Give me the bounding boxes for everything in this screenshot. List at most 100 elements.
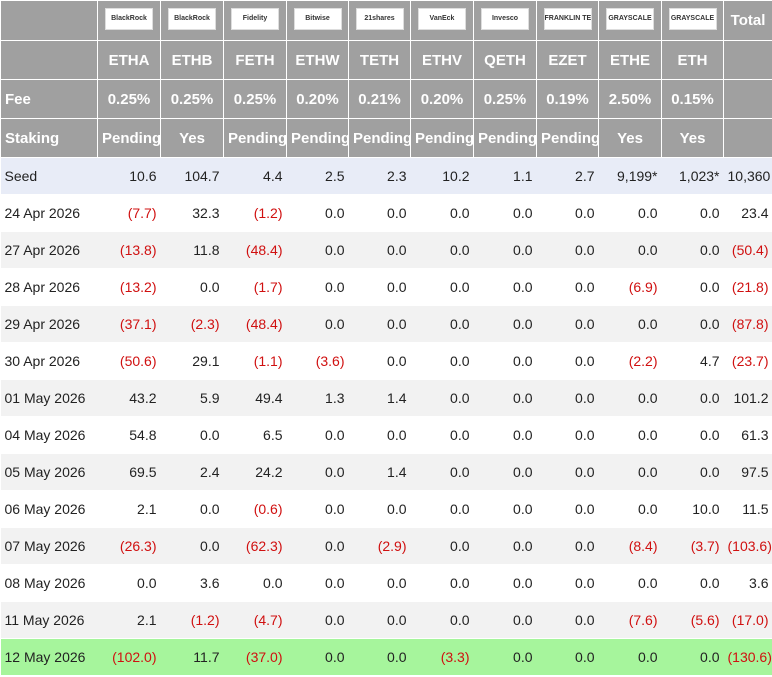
staking-cell: Pending <box>223 118 287 158</box>
row-label: Fee <box>0 79 98 119</box>
row-label: 29 Apr 2026 <box>0 305 98 343</box>
fee-cell: 0.19% <box>536 79 599 119</box>
flow-cell: 0.0 <box>661 416 724 454</box>
staking-cell: Yes <box>598 118 662 158</box>
flow-cell: 0.0 <box>286 194 349 232</box>
flow-cell: 1.4 <box>348 379 411 417</box>
flow-cell: (3.3) <box>410 638 474 676</box>
flow-cell: 0.0 <box>348 268 411 306</box>
flow-cell: (5.6) <box>661 601 724 639</box>
total-cell: (21.8) <box>723 268 772 306</box>
issuer-logo: BlackRock <box>105 7 153 30</box>
flow-cell: 0.0 <box>598 379 662 417</box>
flow-cell: (102.0) <box>97 638 161 676</box>
flow-cell: 0.0 <box>160 527 224 565</box>
flow-cell: (8.4) <box>598 527 662 565</box>
flow-cell: 0.0 <box>473 453 537 491</box>
flow-cell: 49.4 <box>223 379 287 417</box>
flow-cell: (26.3) <box>97 527 161 565</box>
issuer-logo: 21shares <box>355 7 404 30</box>
staking-cell: Pending <box>410 118 474 158</box>
flow-cell: 0.0 <box>536 194 599 232</box>
flow-cell: (37.1) <box>97 305 161 343</box>
staking-cell: Pending <box>473 118 537 158</box>
issuer-logo: GRAYSCALE <box>606 7 654 30</box>
issuer-logo: Fidelity <box>231 7 279 30</box>
flow-cell: 43.2 <box>97 379 161 417</box>
flow-cell: 2.5 <box>286 157 349 195</box>
flow-cell: (1.2) <box>223 194 287 232</box>
flow-cell: (50.6) <box>97 342 161 380</box>
fee-cell: 0.20% <box>286 79 349 119</box>
total-cell: 97.5 <box>723 453 772 491</box>
flow-cell: 0.0 <box>348 490 411 528</box>
ticker-cell: ETHW <box>286 40 349 80</box>
fee-cell: 0.25% <box>160 79 224 119</box>
flow-cell: (13.8) <box>97 231 161 269</box>
data-row: 01 May 2026 43.2 5.9 49.4 1.3 1.4 0.0 0.0 0.0 0.0… <box>0 379 772 417</box>
staking-cell: Pending <box>286 118 349 158</box>
total-cell: (17.0) <box>723 601 772 639</box>
logo-cell: GRAYSCALE <box>598 0 662 41</box>
flow-cell: 0.0 <box>598 490 662 528</box>
logo-cell: 21shares <box>348 0 411 41</box>
staking-cell: Pending <box>97 118 161 158</box>
flow-cell: 10.6 <box>97 157 161 195</box>
flow-cell: 0.0 <box>286 231 349 269</box>
ticker-row: ETHA ETHB FETH ETHW TETH ETHV QETH EZET ETHE ETH <box>0 40 772 80</box>
flow-cell: 0.0 <box>286 305 349 343</box>
row-label: Staking <box>0 118 98 158</box>
flow-cell: (6.9) <box>598 268 662 306</box>
logo-cell: VanEck <box>410 0 474 41</box>
flow-cell: (1.2) <box>160 601 224 639</box>
total-blank <box>723 79 772 119</box>
flow-cell: 0.0 <box>410 194 474 232</box>
ticker-cell: FETH <box>223 40 287 80</box>
row-label: 07 May 2026 <box>0 527 98 565</box>
flow-cell: (2.3) <box>160 305 224 343</box>
flow-cell: 0.0 <box>410 601 474 639</box>
logo-cell: Bitwise <box>286 0 349 41</box>
flow-cell: 0.0 <box>661 305 724 343</box>
flow-cell: 0.0 <box>410 231 474 269</box>
total-cell: 11.5 <box>723 490 772 528</box>
flow-cell: 0.0 <box>348 342 411 380</box>
logo-cell: GRAYSCALE <box>661 0 724 41</box>
issuer-logo: FRANKLIN TEMPLETON <box>543 7 592 30</box>
data-row: 04 May 2026 54.8 0.0 6.5 0.0 0.0 0.0 0.0 0.0 0.0 0… <box>0 416 772 454</box>
flow-cell: 0.0 <box>536 490 599 528</box>
data-row: 30 Apr 2026 (50.6) 29.1 (1.1) (3.6) 0.0 0.0 0.0… <box>0 342 772 380</box>
flow-cell: 0.0 <box>410 268 474 306</box>
flow-cell: 0.0 <box>410 527 474 565</box>
flow-cell: (48.4) <box>223 231 287 269</box>
flow-cell: 0.0 <box>410 453 474 491</box>
flow-cell: 6.5 <box>223 416 287 454</box>
flow-cell: 0.0 <box>536 231 599 269</box>
flow-cell: 0.0 <box>286 564 349 602</box>
ticker-cell: ETHB <box>160 40 224 80</box>
flow-cell: 0.0 <box>473 379 537 417</box>
ticker-cell: ETHV <box>410 40 474 80</box>
flow-cell: 0.0 <box>598 416 662 454</box>
ticker-cell: EZET <box>536 40 599 80</box>
flow-cell: 0.0 <box>286 453 349 491</box>
flow-cell: 0.0 <box>661 268 724 306</box>
flow-cell: 11.7 <box>160 638 224 676</box>
fee-cell: 0.20% <box>410 79 474 119</box>
flow-cell: 0.0 <box>348 564 411 602</box>
flow-cell: 2.7 <box>536 157 599 195</box>
flow-cell: 2.1 <box>97 490 161 528</box>
flow-cell: 0.0 <box>598 194 662 232</box>
data-row: 11 May 2026 2.1 (1.2) (4.7) 0.0 0.0 0.0 0.0 0.0(… <box>0 601 772 639</box>
logo-cell: FRANKLIN TEMPLETON <box>536 0 599 41</box>
row-label: 04 May 2026 <box>0 416 98 454</box>
flow-cell: 0.0 <box>661 453 724 491</box>
fee-cell: 0.25% <box>473 79 537 119</box>
flow-cell: 4.4 <box>223 157 287 195</box>
flow-cell: (1.7) <box>223 268 287 306</box>
staking-cell: Pending <box>348 118 411 158</box>
flow-cell: (3.6) <box>286 342 349 380</box>
row-label: 01 May 2026 <box>0 379 98 417</box>
